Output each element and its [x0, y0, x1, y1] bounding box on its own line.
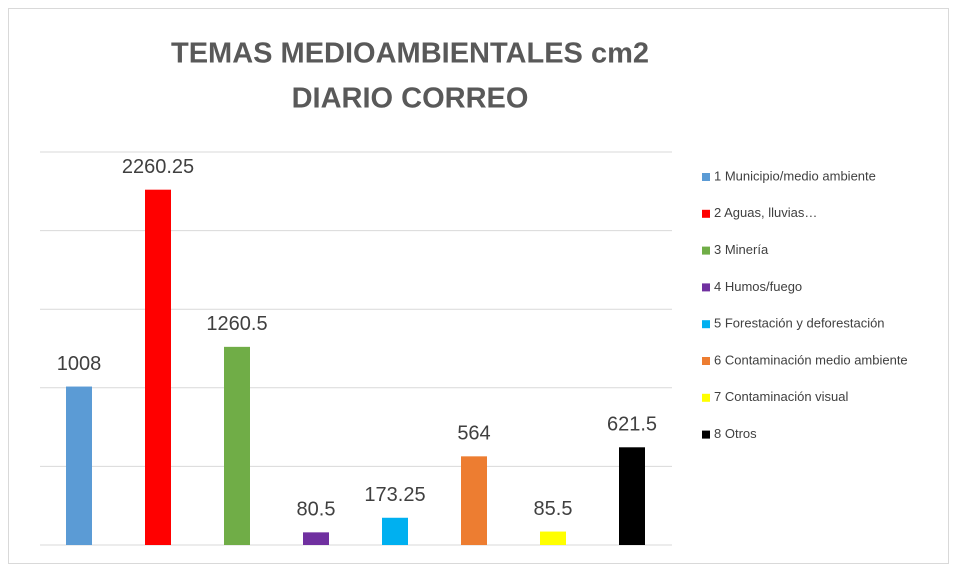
legend-label: 7 Contaminación visual [714, 389, 849, 404]
legend-swatch [702, 283, 710, 292]
data-label: 1008 [57, 353, 102, 375]
data-label: 85.5 [534, 498, 573, 520]
legend-swatch [702, 393, 710, 402]
bar [461, 456, 487, 545]
legend-label: 4 Humos/fuego [714, 279, 802, 294]
bar [145, 189, 171, 545]
bar [224, 346, 250, 545]
data-label: 1260.5 [206, 313, 267, 335]
legend-label: 6 Contaminación medio ambiente [714, 352, 908, 367]
data-label: 173.25 [364, 484, 425, 506]
chart-title: TEMAS MEDIOAMBIENTALES cm2 [171, 38, 649, 70]
bar [66, 386, 92, 545]
legend-label: 5 Forestación y deforestación [714, 316, 885, 331]
legend-swatch [702, 430, 710, 439]
legend-label: 8 Otros [714, 426, 757, 441]
legend-label: 2 Aguas, lluvias… [714, 205, 817, 220]
chart-title: DIARIO CORREO [292, 83, 529, 115]
legend-label: 1 Municipio/medio ambiente [714, 168, 876, 183]
data-label: 80.5 [297, 499, 336, 521]
legend-swatch [702, 246, 710, 255]
legend-label: 3 Minería [714, 242, 769, 257]
legend-swatch [702, 320, 710, 329]
legend-swatch [702, 209, 710, 218]
bar [619, 447, 645, 545]
data-label: 564 [457, 423, 490, 445]
bar [303, 532, 329, 545]
data-label: 2260.25 [122, 156, 194, 178]
bar [540, 531, 566, 545]
data-label: 621.5 [607, 414, 657, 436]
legend-swatch [702, 173, 710, 181]
legend-swatch [702, 357, 710, 365]
bar [382, 517, 408, 545]
